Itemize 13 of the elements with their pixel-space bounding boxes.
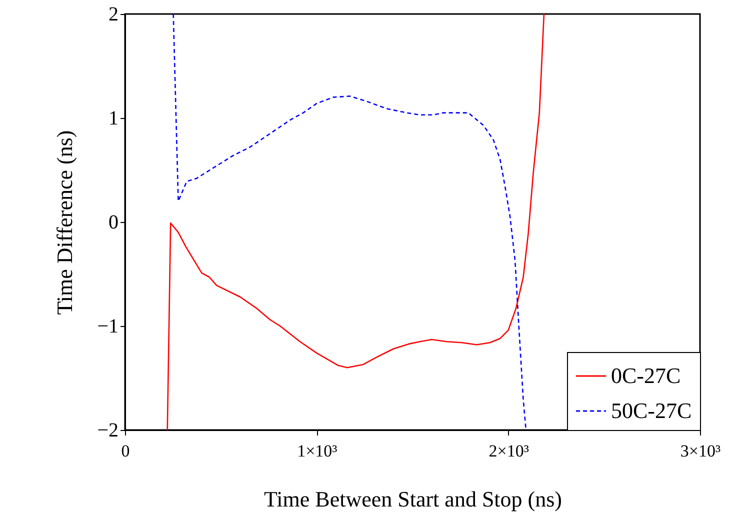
legend-label: 50C-27C: [611, 398, 692, 423]
y-tick-label: −2: [97, 420, 118, 442]
legend-label: 0C-27C: [611, 363, 681, 388]
x-tick-label: 3×10³: [680, 442, 721, 460]
x-axis-title: Time Between Start and Stop (ns): [264, 486, 562, 512]
y-tick-label: 0: [108, 212, 118, 234]
y-tick-label: 2: [108, 4, 118, 26]
x-tick-label: 2×10³: [488, 442, 529, 460]
y-tick-label: 1: [108, 108, 118, 130]
y-axis-title: Time Difference (ns): [52, 130, 78, 315]
x-tick-label: 0: [121, 442, 130, 460]
x-tick-label: 1×10³: [297, 442, 338, 460]
y-tick-label: −1: [97, 316, 118, 338]
